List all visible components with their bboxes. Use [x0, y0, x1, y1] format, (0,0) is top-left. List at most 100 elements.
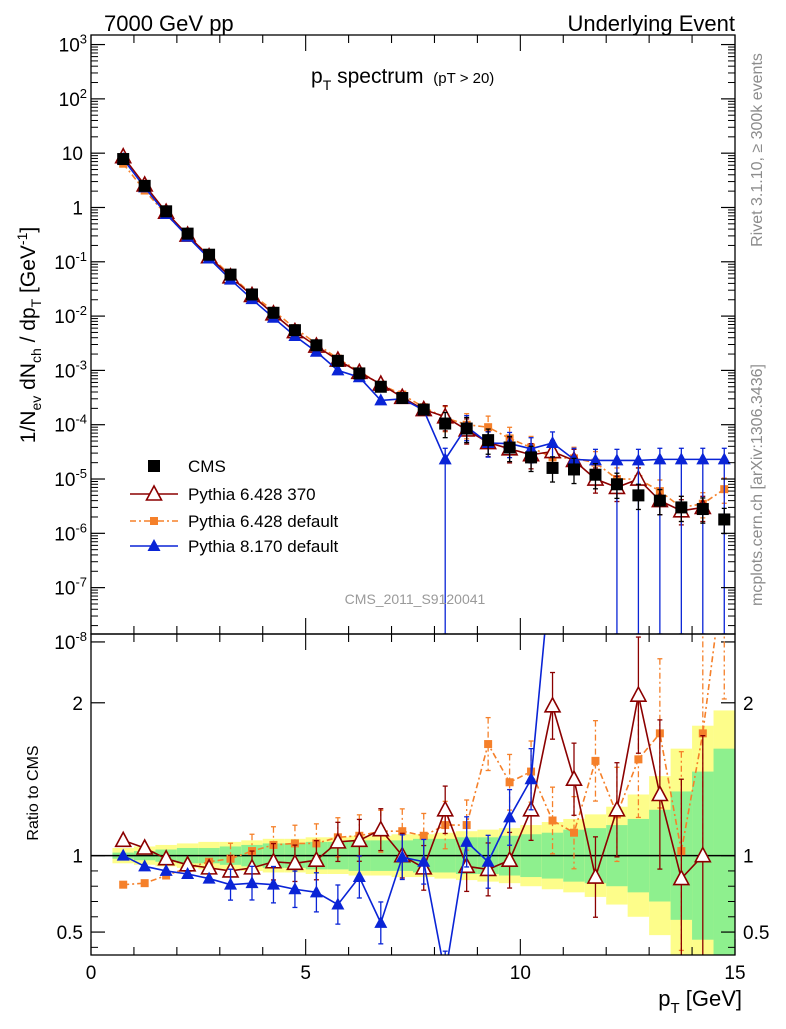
y-tick-label: 10-7 — [54, 575, 87, 600]
legend-marker — [147, 539, 161, 551]
data-point — [568, 463, 580, 476]
ratio-point — [698, 729, 707, 738]
data-point — [717, 452, 731, 465]
plot-title: pT spectrum (pT > 20) — [311, 65, 494, 93]
series-line — [122, 156, 703, 512]
mcplots-label: mcplots.cern.ch [arXiv:1306.3436] — [749, 364, 766, 606]
data-point — [374, 380, 387, 393]
ratio-point — [119, 880, 128, 889]
y-tick-label: 102 — [59, 86, 87, 111]
x-tick-label: 5 — [300, 963, 311, 984]
band-inner — [713, 748, 735, 955]
ratio-point — [286, 853, 304, 871]
ratio-point — [505, 778, 514, 787]
ratio-point — [135, 838, 154, 855]
ratio-line — [122, 694, 704, 881]
rivet-label: Rivet 3.1.10, ≥ 300k events — [749, 53, 766, 247]
data-point — [610, 453, 624, 466]
data-point — [588, 453, 602, 466]
data-point — [331, 363, 345, 376]
ratio-point — [419, 831, 428, 840]
data-point — [246, 288, 258, 301]
ratio-point — [693, 845, 712, 863]
data-point — [674, 452, 688, 465]
ratio-point — [140, 879, 149, 888]
spectrum-data — [114, 147, 731, 634]
data-point — [138, 179, 151, 192]
data-point — [718, 513, 731, 526]
ratio-point — [651, 784, 669, 802]
y-tick-label: 10-3 — [54, 357, 87, 382]
header-right: Underlying Event — [567, 11, 735, 36]
legend-label: Pythia 6.428 default — [188, 512, 339, 531]
ratio-point — [309, 885, 323, 898]
title-symbol: p — [311, 65, 323, 88]
ratio-y-tick-label-right: 1 — [743, 847, 754, 868]
data-point — [631, 453, 645, 466]
ratio-point — [290, 839, 299, 848]
legend-marker — [148, 460, 160, 472]
ratio-point — [352, 870, 366, 883]
ratio-data — [114, 634, 727, 955]
data-point — [288, 324, 301, 337]
x-tick-label: 0 — [86, 963, 97, 984]
ratio-point — [460, 834, 474, 847]
data-point — [610, 478, 623, 491]
ratio-frame — [90, 633, 736, 956]
data-point — [438, 452, 452, 465]
y-tick-label: 103 — [59, 32, 87, 57]
data-point — [653, 494, 666, 507]
svg-text:1/Nev dNch / dpT [GeV-1]: 1/Nev dNch / dpT [GeV-1] — [14, 227, 44, 443]
data-point — [546, 436, 560, 449]
ratio-y-tick-label-left: 2 — [72, 694, 83, 715]
top-y-axis-label: 1/Nev dNch / dpT [GeV-1] — [14, 227, 44, 443]
data-point — [484, 423, 493, 432]
y-tick-label: 10-8 — [54, 629, 87, 654]
series-line — [122, 163, 725, 509]
ratio-y-tick-label-right: 0.5 — [743, 923, 769, 944]
ratio-point — [481, 854, 495, 867]
ratio-point — [634, 755, 643, 764]
ratio-y-tick-label-right: 2 — [743, 694, 754, 715]
ratio-point — [329, 832, 347, 849]
data-point — [503, 441, 516, 454]
data-point — [117, 153, 130, 166]
legend-marker — [145, 484, 163, 501]
ratio-point — [543, 696, 562, 713]
ratio-point — [586, 867, 605, 884]
ratio-point — [371, 819, 390, 837]
ratio-point — [114, 830, 133, 848]
ratio-point — [331, 897, 345, 910]
ratio-y-tick-label-left: 0.5 — [57, 923, 83, 944]
data-point — [546, 461, 559, 474]
watermark: CMS_2011_S9120041 — [345, 591, 486, 607]
ratio-point — [524, 772, 538, 785]
data-point — [632, 489, 645, 502]
y-tick-label: 10-2 — [54, 303, 87, 328]
ratio-point — [500, 850, 519, 868]
ratio-point — [484, 740, 493, 749]
data-point — [267, 306, 280, 319]
data-point — [224, 268, 237, 281]
ratio-point — [672, 868, 691, 886]
data-point — [160, 205, 173, 218]
ratio-point — [266, 877, 280, 890]
data-point — [460, 422, 473, 435]
ratio-point — [548, 816, 557, 825]
data-point — [525, 451, 538, 464]
ratio-y-tick-label-left: 1 — [72, 847, 83, 868]
bottom-y-axis-label: Ratio to CMS — [25, 745, 42, 840]
data-point — [653, 452, 667, 465]
header-left: 7000 GeV pp — [104, 11, 234, 36]
data-point — [675, 501, 688, 514]
data-point — [353, 367, 366, 380]
ratio-point — [181, 866, 195, 879]
ratio-point — [224, 877, 238, 890]
ratio-point — [350, 830, 369, 848]
data-point — [696, 452, 710, 465]
ratio-point — [202, 871, 216, 884]
ratio-point — [417, 854, 431, 867]
ratio-point — [629, 685, 648, 702]
ratio-point — [570, 828, 578, 837]
